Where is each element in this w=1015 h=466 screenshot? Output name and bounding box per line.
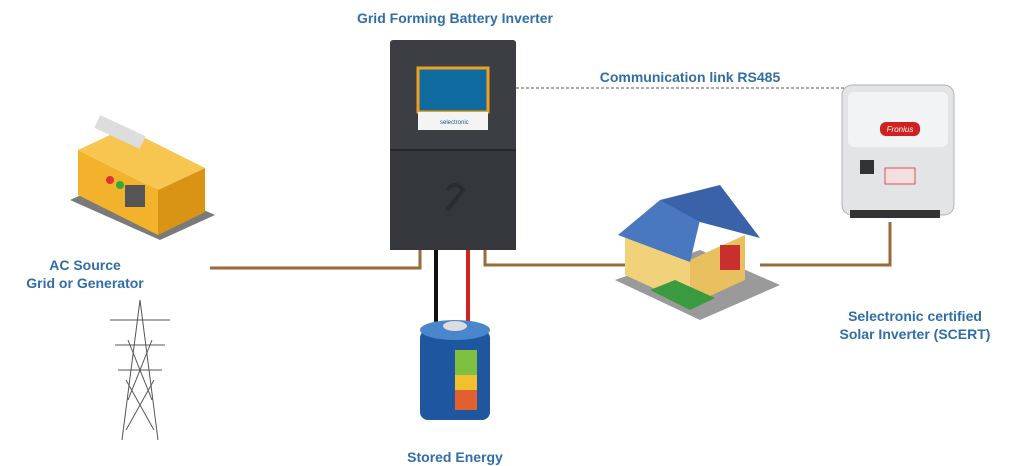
title: Grid Forming Battery Inverter — [357, 10, 554, 26]
inverter-brand: selectronic — [440, 120, 469, 126]
node-label: Selectronic certified — [848, 308, 982, 324]
cables — [210, 88, 890, 322]
node-label: Stored Energy — [407, 449, 503, 465]
battery — [420, 320, 490, 420]
generator — [70, 115, 215, 240]
solar-brand: Fronius — [887, 125, 914, 134]
pylon — [110, 300, 170, 440]
node-label: AC Source — [49, 257, 121, 273]
link-label: Communication link RS485 — [600, 69, 781, 85]
house — [615, 185, 780, 320]
node-label: Solar Inverter (SCERT) — [840, 326, 991, 342]
diagram: selectronic — [0, 0, 1015, 466]
node-label: Grid or Generator — [26, 275, 144, 291]
battery-inverter: selectronic — [390, 40, 516, 250]
solar-inverter: Fronius — [842, 85, 954, 218]
